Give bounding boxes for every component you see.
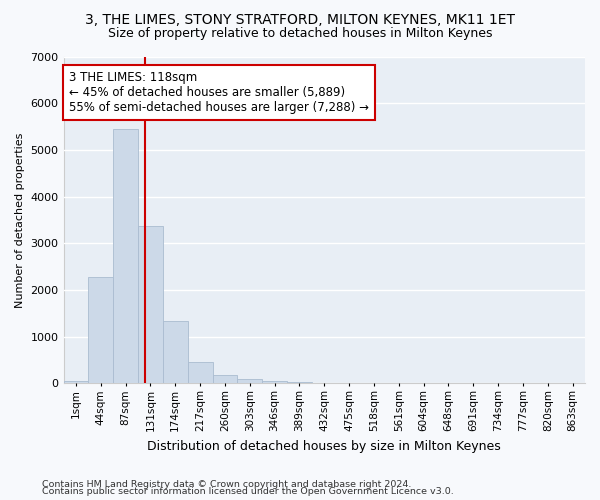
Text: 3, THE LIMES, STONY STRATFORD, MILTON KEYNES, MK11 1ET: 3, THE LIMES, STONY STRATFORD, MILTON KE…: [85, 12, 515, 26]
Bar: [262, 381, 287, 384]
Bar: [212, 375, 238, 384]
Bar: [163, 321, 188, 384]
X-axis label: Distribution of detached houses by size in Milton Keynes: Distribution of detached houses by size …: [148, 440, 501, 452]
Bar: [138, 226, 163, 384]
Text: Contains public sector information licensed under the Open Government Licence v3: Contains public sector information licen…: [42, 488, 454, 496]
Y-axis label: Number of detached properties: Number of detached properties: [15, 132, 25, 308]
Text: Contains HM Land Registry data © Crown copyright and database right 2024.: Contains HM Land Registry data © Crown c…: [42, 480, 412, 489]
Bar: [287, 382, 312, 384]
Bar: [113, 129, 138, 384]
Bar: [238, 378, 262, 384]
Bar: [188, 362, 212, 384]
Text: Size of property relative to detached houses in Milton Keynes: Size of property relative to detached ho…: [108, 28, 492, 40]
Bar: [88, 278, 113, 384]
Bar: [64, 380, 88, 384]
Text: 3 THE LIMES: 118sqm
← 45% of detached houses are smaller (5,889)
55% of semi-det: 3 THE LIMES: 118sqm ← 45% of detached ho…: [69, 71, 369, 114]
